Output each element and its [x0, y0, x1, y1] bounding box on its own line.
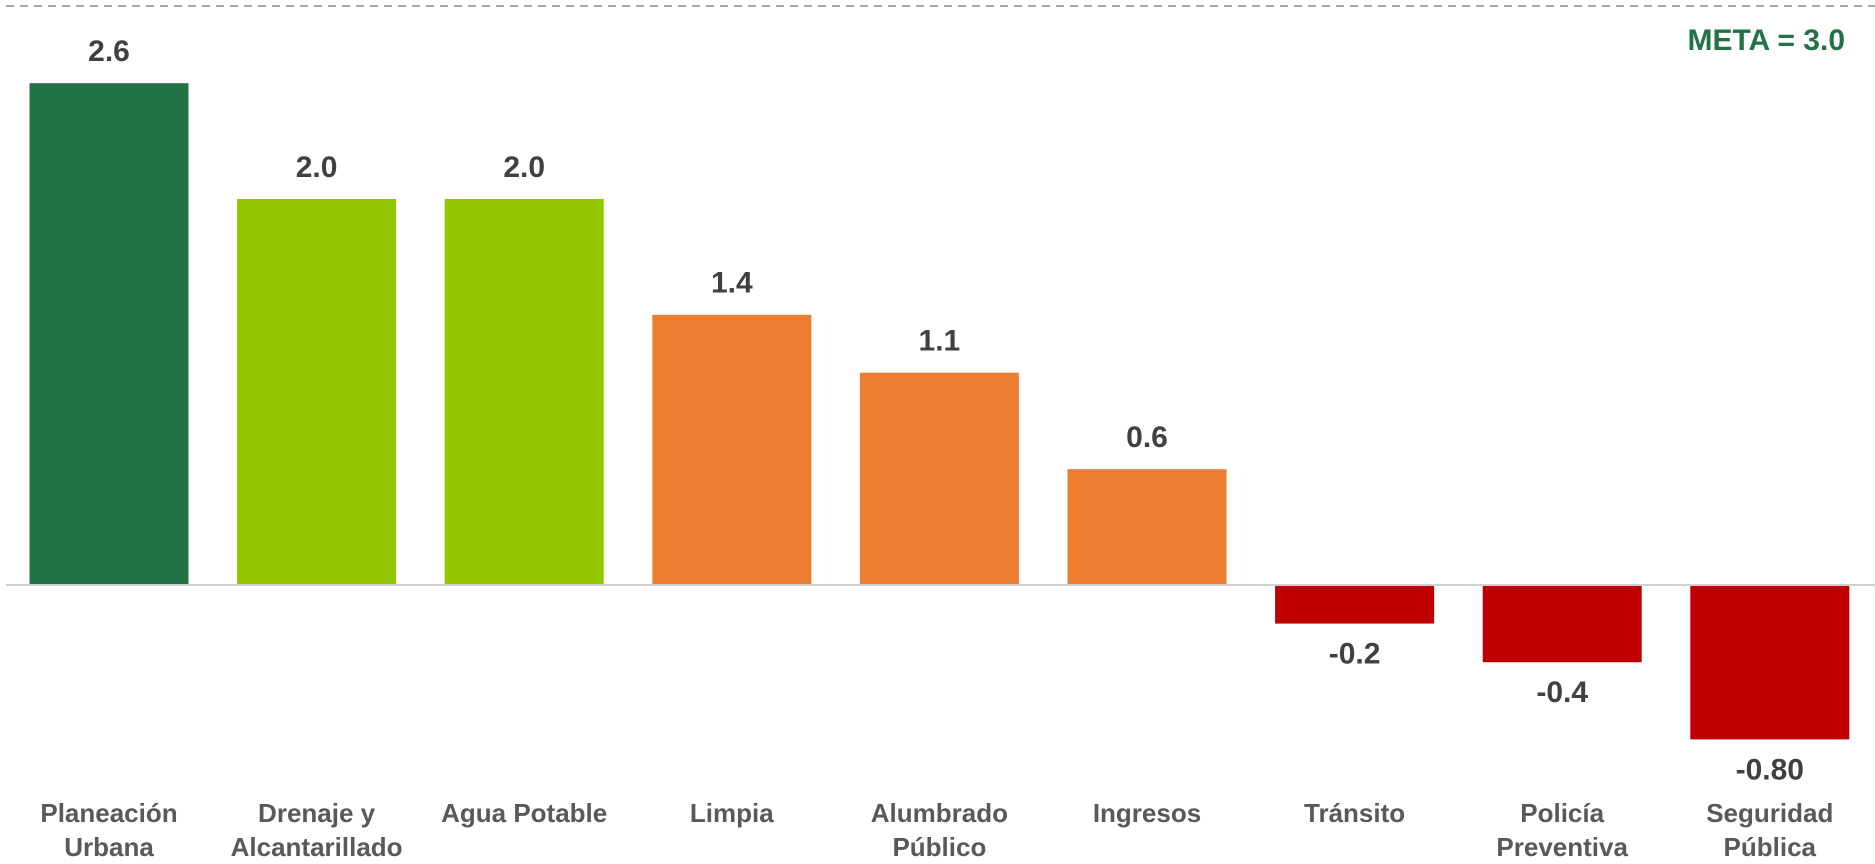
bar [1482, 585, 1642, 663]
value-label: 0.6 [1126, 421, 1168, 454]
bar [1690, 585, 1850, 740]
category-label: Policía Preventiva [1496, 798, 1628, 862]
category-label: Tránsito [1304, 798, 1406, 828]
bar [29, 83, 189, 585]
category-label: Alumbrado Público [870, 798, 1008, 862]
category-label: Ingresos [1092, 798, 1202, 828]
bar [1275, 585, 1435, 624]
category-label: Agua Potable [441, 798, 608, 828]
meta-label: META = 3.0 [1687, 24, 1845, 57]
value-label: 2.0 [296, 151, 338, 184]
bar [652, 314, 812, 585]
value-label: -0.80 [1736, 753, 1804, 786]
bar [1067, 469, 1227, 585]
category-label: Seguridad Pública [1706, 798, 1834, 862]
bar [237, 199, 397, 585]
category-label: Drenaje y Alcantarillado [230, 798, 403, 862]
value-label: 1.1 [919, 325, 961, 358]
value-label: 2.6 [88, 35, 130, 68]
category-label: Planeación Urbana [40, 798, 178, 862]
bar [859, 372, 1019, 585]
value-label: -0.2 [1329, 638, 1381, 671]
bar [444, 199, 604, 585]
category-label: Limpia [689, 798, 774, 828]
value-label: -0.4 [1536, 676, 1588, 709]
value-label: 1.4 [711, 267, 753, 300]
value-label: 2.0 [503, 151, 545, 184]
